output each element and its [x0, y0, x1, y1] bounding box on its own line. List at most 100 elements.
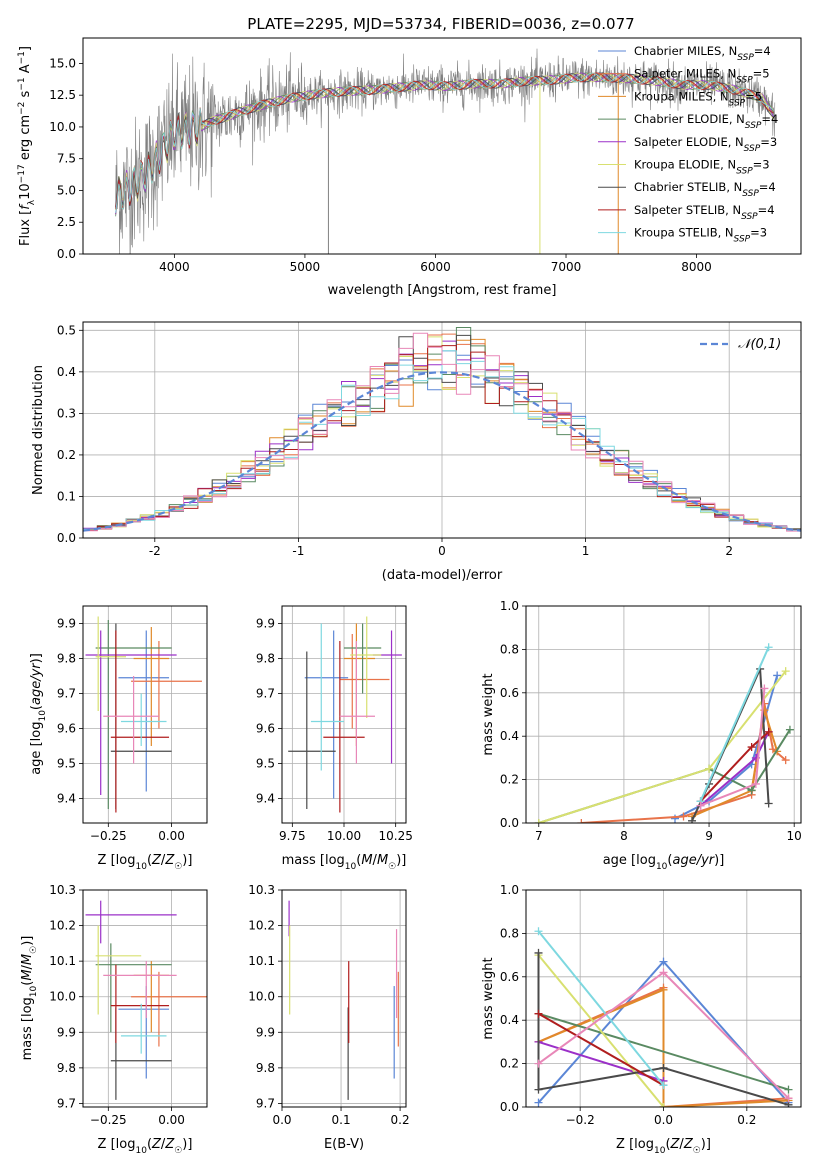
- plot-area-weight_vs_Z: [534, 927, 793, 1107]
- panels: 4000 5000 6000 7000 80000.02.55.07.510.012.5…: [17, 37, 802, 1156]
- weight-marker: [659, 1063, 668, 1072]
- weight-marker: [534, 1009, 543, 1018]
- y-tick-label: 9.6: [57, 722, 76, 736]
- model-spectrum-kroupa-stelib: [115, 72, 774, 214]
- legend-entry: Kroupa ELODIE, NSSP=3: [634, 158, 770, 177]
- x-tick-label: 4000: [159, 260, 190, 274]
- legend-entry: Kroupa STELIB, NSSP=3: [634, 226, 767, 245]
- weight-marker: [670, 814, 679, 823]
- model-spectrum-chabrier-stelib: [115, 72, 774, 208]
- y-axis-label: age [log10(age/yr)]: [29, 653, 48, 775]
- y-tick-label: 10.3: [49, 883, 76, 897]
- weight-marker: [781, 756, 790, 765]
- x-tick-label: -1: [292, 544, 304, 558]
- axes-frame: [525, 889, 802, 1108]
- weight-line-chabrier-elodie: [538, 1012, 789, 1091]
- plot-area-mass_vs_EBV: [288, 900, 399, 1100]
- panel-age_vs_Z: −0.25 0.00 9.4 9.5 9.6 9.7 9.8 9.9 Z [log10(Z/Z☉…: [29, 605, 208, 872]
- y-tick-label: 1.0: [500, 599, 519, 613]
- x-tick-label: -2: [149, 544, 161, 558]
- panel-hist: -2 -1 0 1 2 0.0 0.1 0.2 0.3 0.4 0.5 𝒩(0,1) (data-mod…: [31, 321, 802, 583]
- y-tick-label: 10.0: [49, 990, 76, 1004]
- weight-marker: [696, 801, 705, 810]
- y-tick-label: 9.4: [256, 792, 275, 806]
- panel-weight_vs_Z: −0.2 0.0 0.2 0.0 0.2 0.4 0.6 0.8 1.0 Z [log10(Z/Z…: [481, 883, 802, 1156]
- plot-area-age_vs_Z: [85, 616, 202, 813]
- weight-marker: [784, 1094, 793, 1103]
- y-tick-label: 9.9: [256, 617, 275, 631]
- panel-mass_vs_Z: −0.25 0.00 9.7 9.8 9.9 10.0 10.1 10.2 10.3 Z [log…: [20, 883, 208, 1156]
- weight-line-kroupa-miles: [538, 988, 789, 1107]
- axes-frame: [82, 321, 802, 539]
- x-tick-label: 0.0: [272, 1113, 291, 1127]
- y-tick-label: 9.8: [57, 652, 76, 666]
- x-axis-label: E(B-V): [324, 1137, 364, 1152]
- weight-line-kroupa-stelib: [699, 646, 770, 802]
- panel-weight_vs_age: 7 8 9 10 0.0 0.2 0.4 0.6 0.8 1.0 age [log10(age/yr…: [481, 599, 802, 872]
- y-tick-label: 9.7: [256, 687, 275, 701]
- y-tick-label: 0.4: [57, 365, 76, 379]
- x-tick-label: −0.25: [90, 1113, 127, 1127]
- weight-marker: [773, 671, 782, 680]
- plot-area-mass_vs_Z: [85, 900, 207, 1100]
- x-tick-label: 2: [725, 544, 733, 558]
- y-tick-label: 5.0: [57, 183, 76, 197]
- y-tick-label: 0.6: [500, 970, 519, 984]
- weight-marker: [659, 1103, 668, 1107]
- y-tick-label: 9.8: [256, 1061, 275, 1075]
- axes-frame: [82, 37, 802, 255]
- y-tick-label: 7.5: [57, 152, 76, 166]
- y-tick-label: 9.9: [256, 1025, 275, 1039]
- plot-area-age_vs_mass: [288, 616, 402, 813]
- x-tick-label: 0.00: [158, 829, 185, 843]
- legend-entry: Chabrier MILES, NSSP=4: [634, 44, 771, 63]
- y-tick-label: 9.6: [256, 722, 275, 736]
- weight-marker: [577, 819, 586, 823]
- panel-age_vs_mass: 9.75 10.00 10.25 9.4 9.5 9.6 9.7 9.8 9.9 mass [lo…: [256, 605, 413, 872]
- weight-marker: [760, 684, 769, 693]
- y-axis-label: mass weight: [481, 957, 496, 1039]
- y-tick-label: 10.1: [248, 954, 275, 968]
- y-tick-label: 0.0: [500, 816, 519, 830]
- x-tick-label: 8: [620, 829, 628, 843]
- y-tick-label: 0.4: [500, 1013, 519, 1027]
- weight-line-chabrier-stelib: [537, 952, 789, 1106]
- weight-marker: [781, 667, 790, 676]
- x-axis-label: Z [log10(Z/Z☉)]: [98, 853, 193, 872]
- legend-entry: Salpeter MILES, NSSP=5: [634, 67, 770, 86]
- y-tick-label: 0.4: [500, 729, 519, 743]
- y-tick-label: 9.9: [57, 1025, 76, 1039]
- x-axis-label: mass [log10(M/M☉)]: [282, 853, 407, 872]
- y-tick-label: 0.2: [57, 448, 76, 462]
- axes-frame: [525, 605, 802, 824]
- y-tick-label: 9.4: [57, 792, 76, 806]
- y-tick-label: 12.5: [49, 88, 76, 102]
- figure-title: PLATE=2295, MJD=53734, FIBERID=0036, z=0…: [247, 15, 634, 33]
- y-tick-label: 0.8: [500, 926, 519, 940]
- weight-marker: [659, 1081, 668, 1090]
- y-axis-label: mass weight: [481, 673, 496, 755]
- y-tick-label: 9.8: [57, 1061, 76, 1075]
- x-tick-label: 0.00: [158, 1113, 185, 1127]
- y-tick-label: 10.0: [49, 120, 76, 134]
- weight-marker: [705, 764, 714, 773]
- y-tick-label: 9.8: [256, 652, 275, 666]
- x-axis-label: wavelength [Angstrom, rest frame]: [328, 283, 557, 298]
- x-tick-label: 0: [438, 544, 446, 558]
- axes-frame: [82, 889, 208, 1108]
- weight-marker: [659, 968, 668, 977]
- weight-marker: [534, 819, 543, 823]
- legend-entry: Chabrier STELIB, NSSP=4: [634, 180, 776, 199]
- weight-marker: [659, 985, 668, 994]
- model-spectrum-salpeter-stelib: [115, 72, 774, 210]
- plot-area-hist: [83, 327, 801, 532]
- x-axis-label: Z [log10(Z/Z☉)]: [616, 1137, 711, 1156]
- y-tick-label: 1.0: [500, 883, 519, 897]
- y-tick-label: 9.7: [57, 1096, 76, 1110]
- x-tick-label: 9.75: [279, 829, 306, 843]
- y-tick-label: 0.0: [57, 247, 76, 261]
- y-tick-label: 0.6: [500, 686, 519, 700]
- weight-marker: [751, 779, 760, 788]
